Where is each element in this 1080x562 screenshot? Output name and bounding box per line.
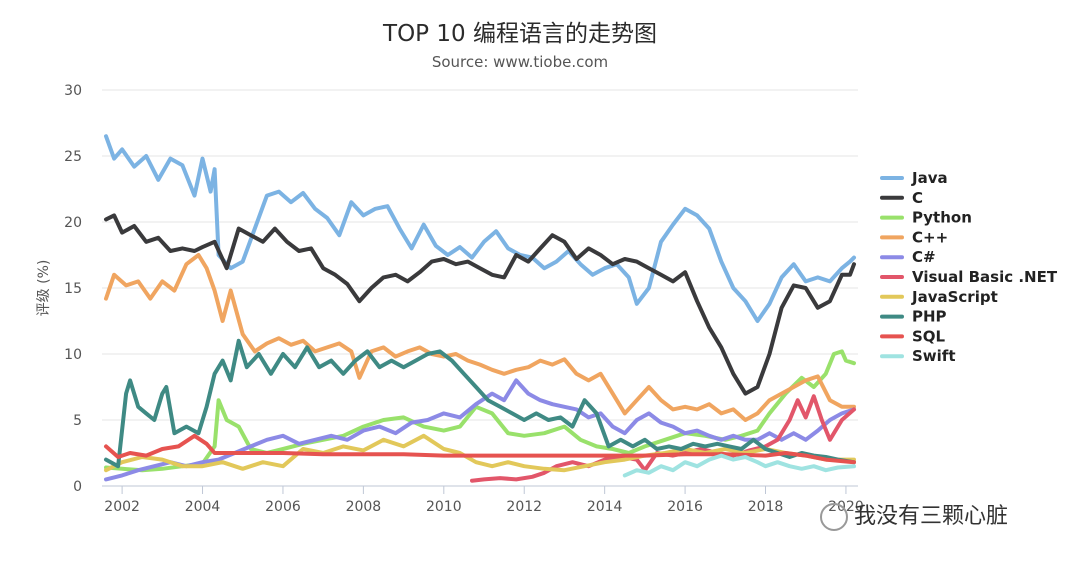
y-tick-label: 10 [64, 347, 82, 363]
legend-label[interactable]: PHP [912, 308, 947, 326]
y-tick-label: 5 [73, 413, 82, 429]
x-tick-label: 2014 [587, 499, 623, 515]
y-tick-label: 0 [73, 479, 82, 495]
series-line-php [104, 338, 856, 469]
y-tick-label: 30 [64, 83, 82, 99]
x-tick-label: 2010 [426, 499, 462, 515]
legend-label[interactable]: Swift [912, 347, 956, 365]
legend-label[interactable]: Python [912, 209, 972, 227]
chart-subtitle: Source: www.tiobe.com [431, 53, 609, 71]
series-line-javascript [104, 433, 856, 473]
legend-label[interactable]: C++ [912, 228, 948, 246]
series-lines [104, 134, 856, 483]
watermark: 我没有三颗心脏 [820, 498, 1008, 531]
legend-label[interactable]: C [912, 189, 923, 207]
x-tick-label: 2006 [265, 499, 301, 515]
watermark-text: 我没有三颗心脏 [854, 504, 1009, 529]
series-line-swift [622, 453, 856, 478]
legend-label[interactable]: SQL [912, 327, 946, 345]
wechat-icon [820, 503, 848, 531]
x-tick-label: 2002 [104, 499, 140, 515]
legend-label[interactable]: JavaScript [911, 288, 998, 306]
y-tick-label: 25 [64, 149, 82, 165]
y-tick-label: 15 [64, 281, 82, 297]
x-tick-label: 2008 [346, 499, 382, 515]
x-tick-label: 2016 [667, 499, 703, 515]
x-tick-label: 2004 [185, 499, 221, 515]
chart-title: TOP 10 编程语言的走势图 [383, 21, 657, 47]
y-tick-label: 20 [64, 215, 82, 231]
y-axis-label: 评级 (%) [36, 260, 52, 317]
series-line-python [104, 349, 856, 473]
axes: 0 5 10 15 20 25 30 2002 2004 2006 2008 2010 2012 2014… [64, 83, 864, 515]
legend-label[interactable]: C# [912, 248, 936, 266]
series-line-c [104, 213, 856, 396]
series-line-c- [104, 378, 856, 482]
x-tick-label: 2018 [748, 499, 784, 515]
legend-label[interactable]: Java [911, 169, 948, 187]
series-line-c- [104, 253, 856, 422]
series-line-java [104, 134, 856, 323]
x-tick-label: 2012 [506, 499, 542, 515]
series-line-sql [104, 433, 856, 465]
legend-label[interactable]: Visual Basic .NET [912, 268, 1058, 286]
